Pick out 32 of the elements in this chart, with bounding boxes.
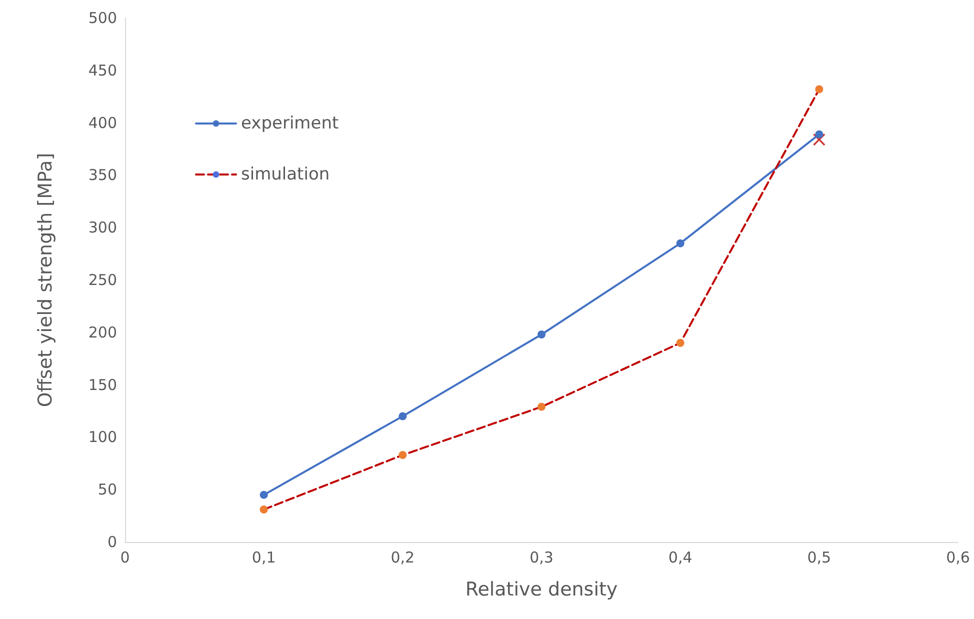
y-tick-label: 50: [98, 480, 117, 499]
y-tick-label: 0: [107, 533, 117, 551]
y-tick-label: 100: [88, 428, 117, 446]
x-tick-label: 0,1: [252, 548, 276, 566]
point: [260, 506, 268, 514]
y-tick-label: 450: [88, 61, 117, 80]
x-tick-label: 0,4: [668, 548, 692, 566]
y-axis-title: Offset yield strength [MPa]: [34, 152, 56, 408]
x-tick-label: 0,5: [807, 548, 832, 566]
point: [676, 239, 684, 248]
point: [260, 490, 268, 499]
point: [538, 330, 546, 338]
x-tick-label: 0,6: [946, 548, 970, 566]
x-tick-label: 0,3: [530, 548, 554, 566]
legend-label: experiment: [241, 114, 339, 134]
y-tick-label: 150: [88, 376, 117, 394]
y-tick-label: 300: [88, 218, 117, 237]
y-tick-label: 200: [88, 323, 117, 342]
point: [398, 451, 407, 460]
y-tick-label: 350: [88, 166, 117, 184]
point: [815, 130, 824, 138]
x-tick-label: 0: [120, 548, 130, 566]
y-tick-label: 250: [88, 271, 117, 289]
y-tick-label: 500: [88, 9, 117, 27]
x-axis-title: Relative density: [465, 578, 618, 600]
point: [538, 402, 546, 411]
legend-label: simulation: [241, 164, 330, 184]
y-tick-label: 400: [88, 114, 117, 132]
x-tick-label: 0,2: [390, 548, 415, 566]
point: [815, 85, 824, 94]
point: [676, 338, 684, 347]
point: [398, 412, 407, 420]
